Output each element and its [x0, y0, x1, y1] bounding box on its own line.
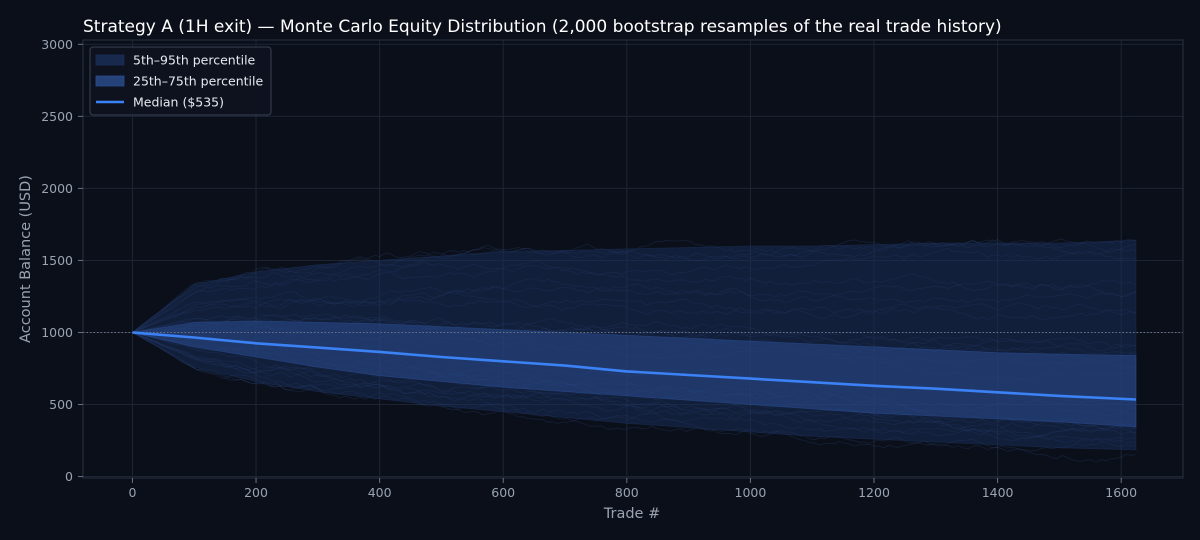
median-line [132, 331, 1137, 401]
legend-label: Median ($535) [133, 95, 224, 110]
x-tick-label: 0 [128, 485, 136, 500]
x-tick-label: 400 [368, 485, 392, 500]
y-tick-label: 3000 [41, 37, 73, 52]
legend: 5th–95th percentile 25th–75th percentile M… [89, 46, 272, 116]
y-tick-label: 1000 [41, 325, 73, 340]
x-axis-label: Trade # [603, 506, 660, 522]
x-tick-label: 800 [615, 485, 639, 500]
y-tick-label: 0 [65, 469, 73, 484]
x-tick-label: 1400 [982, 485, 1014, 500]
x-tick-label: 200 [244, 485, 268, 500]
legend-label: 5th–95th percentile [133, 53, 256, 68]
y-tick-label: 2000 [41, 181, 73, 196]
chart-title: Strategy A (1H exit) — Monte Carlo Equit… [83, 17, 1002, 37]
legend-label: 25th–75th percentile [133, 74, 264, 89]
axes-layer: 0 200 400 600 800 1000 1200 1400 1600 0 500 1000 150… [41, 37, 1184, 500]
y-tick-label: 2500 [41, 109, 73, 124]
plot-frame [82, 39, 1184, 479]
y-tick-label: 500 [49, 397, 73, 412]
x-tick-label: 1600 [1105, 485, 1137, 500]
legend-box [89, 46, 272, 116]
x-tick-label: 1200 [858, 485, 890, 500]
x-tick-label: 600 [491, 485, 515, 500]
legend-swatch-outer-band [95, 54, 125, 66]
x-tick-label: 1000 [735, 485, 767, 500]
y-axis-label: Account Balance (USD) [18, 175, 34, 343]
legend-swatch-inner-band [95, 75, 125, 87]
percentile-bands-layer [83, 239, 1183, 451]
y-tick-label: 1500 [41, 253, 73, 268]
band-25-75 [132, 320, 1137, 428]
median-line-layer [132, 331, 1137, 401]
